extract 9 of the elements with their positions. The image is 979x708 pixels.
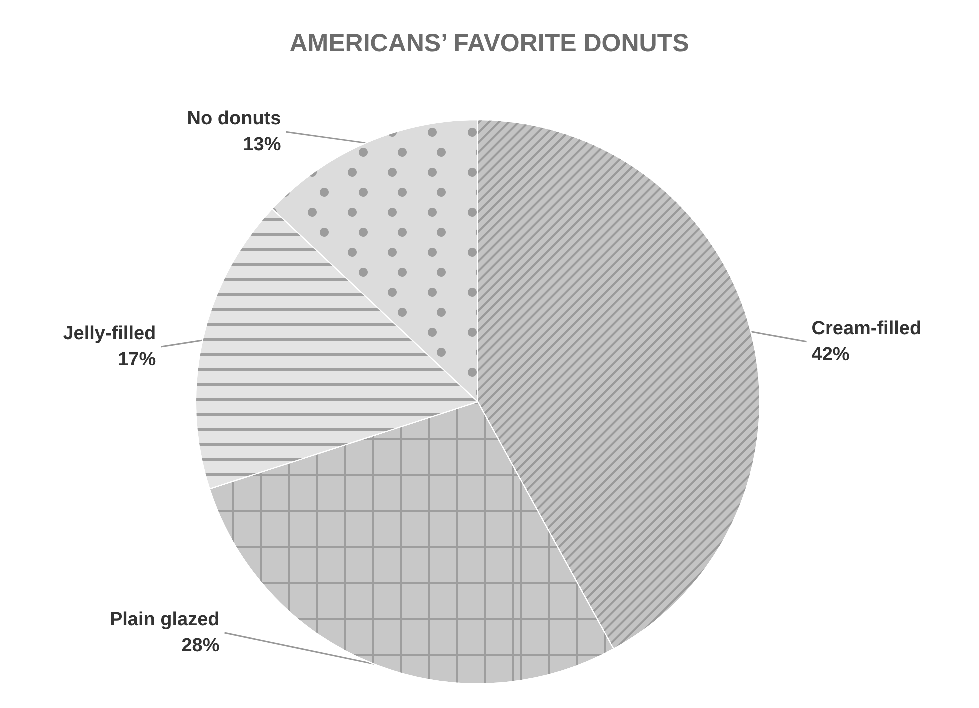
slice-label: Jelly-filled [63,324,156,345]
data-label: 28% [182,636,220,656]
chart-title: AMERICANS’ FAVORITE DONUTS [290,30,690,58]
slice-label: Plain glazed [110,610,220,630]
data-label: 17% [118,350,156,371]
slice-label: Cream-filled [812,318,922,340]
slice-label: No donuts [187,108,282,130]
data-label: 42% [812,344,850,366]
data-label: 13% [243,134,282,156]
